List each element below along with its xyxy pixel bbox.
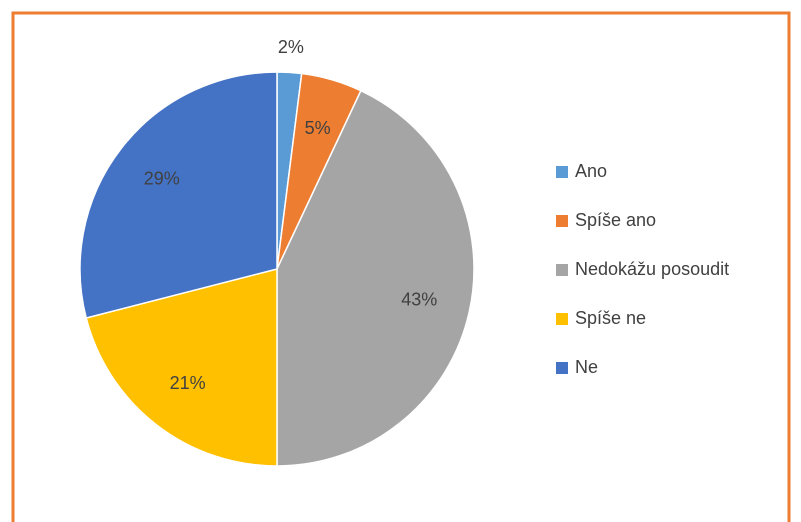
data-label: 2% [278, 37, 304, 57]
pie-slice [79, 71, 278, 319]
data-label: 21% [170, 373, 206, 393]
legend-swatch [556, 215, 568, 227]
legend-label: Nedokážu posoudit [575, 259, 729, 279]
legend-swatch [556, 166, 568, 178]
legend-swatch [556, 264, 568, 276]
legend-swatch [556, 313, 568, 325]
legend-swatch [556, 362, 568, 374]
data-label: 29% [144, 168, 180, 188]
pie-slice [276, 89, 475, 467]
pie-slice [85, 268, 278, 467]
data-label: 43% [401, 290, 437, 310]
legend-label: Ano [575, 161, 607, 181]
legend-label: Ne [575, 357, 598, 377]
frame [11, 11, 791, 522]
data-label: 5% [305, 118, 331, 138]
legend-label: Spíše ne [575, 308, 646, 328]
legend-label: Spíše ano [575, 210, 656, 230]
